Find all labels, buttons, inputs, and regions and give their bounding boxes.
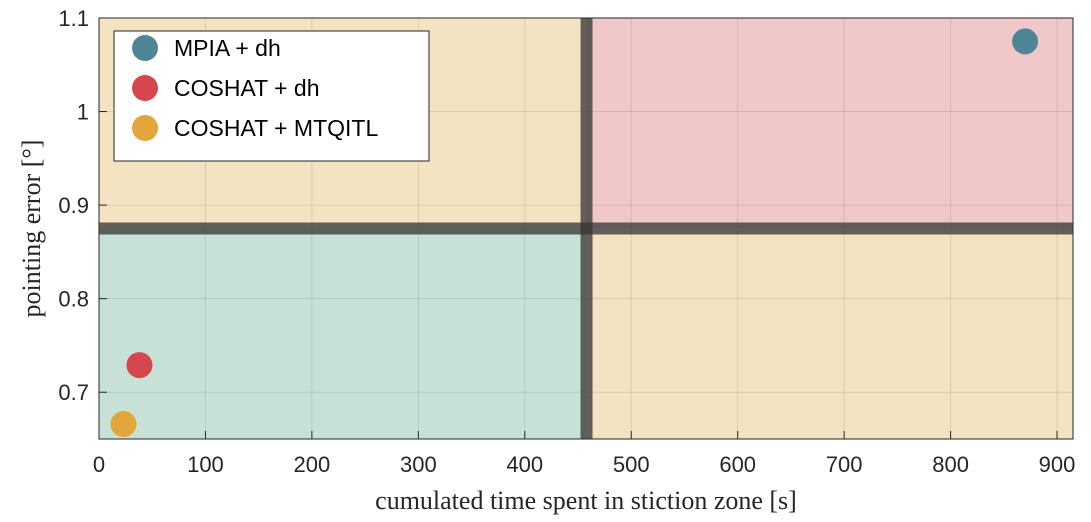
- legend-marker-2: [132, 115, 158, 141]
- y-axis-label: pointing error [°]: [17, 140, 46, 318]
- y-tick-label-2: 0.9: [58, 193, 89, 218]
- x-tick-label-0: 0: [93, 452, 105, 477]
- region-2: [586, 18, 1073, 229]
- point-series-0-0: [1012, 28, 1039, 55]
- region-3: [586, 228, 1073, 439]
- legend-box: [113, 30, 430, 162]
- x-tick-label-5: 500: [613, 452, 650, 477]
- legend-label-0: MPIA + dh: [174, 35, 281, 61]
- point-series-2-0: [110, 411, 137, 438]
- y-tick-label-1: 0.8: [58, 287, 89, 312]
- y-tick-label-3: 1: [77, 100, 89, 125]
- x-tick-label-7: 700: [826, 452, 863, 477]
- legend: MPIA + dh COSHAT + dh COSHAT + MTQITL: [113, 30, 430, 162]
- threshold-lines: [99, 18, 1073, 439]
- x-tick-label-6: 600: [719, 452, 756, 477]
- legend-marker-0: [132, 35, 158, 61]
- x-tick-label-8: 800: [932, 452, 969, 477]
- x-axis-ticks: 0 100 200 300 400 500 600 700 800 900: [93, 431, 1076, 477]
- point-series-1-0: [126, 352, 153, 379]
- region-0: [99, 228, 587, 439]
- data-points: [110, 28, 1039, 438]
- legend-label-1: COSHAT + dh: [174, 75, 320, 101]
- legend-label-2: COSHAT + MTQITL: [174, 115, 378, 141]
- legend-marker-1: [132, 75, 158, 101]
- x-tick-label-2: 200: [294, 452, 331, 477]
- x-tick-label-4: 400: [506, 452, 543, 477]
- x-tick-label-3: 300: [400, 452, 437, 477]
- x-tick-label-1: 100: [187, 452, 224, 477]
- plot-frame: [98, 17, 1074, 440]
- y-tick-label-4: 1.1: [58, 6, 89, 31]
- x-axis-label: cumulated time spent in stiction zone [s…: [375, 486, 797, 515]
- y-axis-ticks: 0.7 0.8 0.9 1 1.1: [58, 6, 107, 405]
- x-tick-label-9: 900: [1039, 452, 1076, 477]
- y-tick-label-0: 0.7: [58, 380, 89, 405]
